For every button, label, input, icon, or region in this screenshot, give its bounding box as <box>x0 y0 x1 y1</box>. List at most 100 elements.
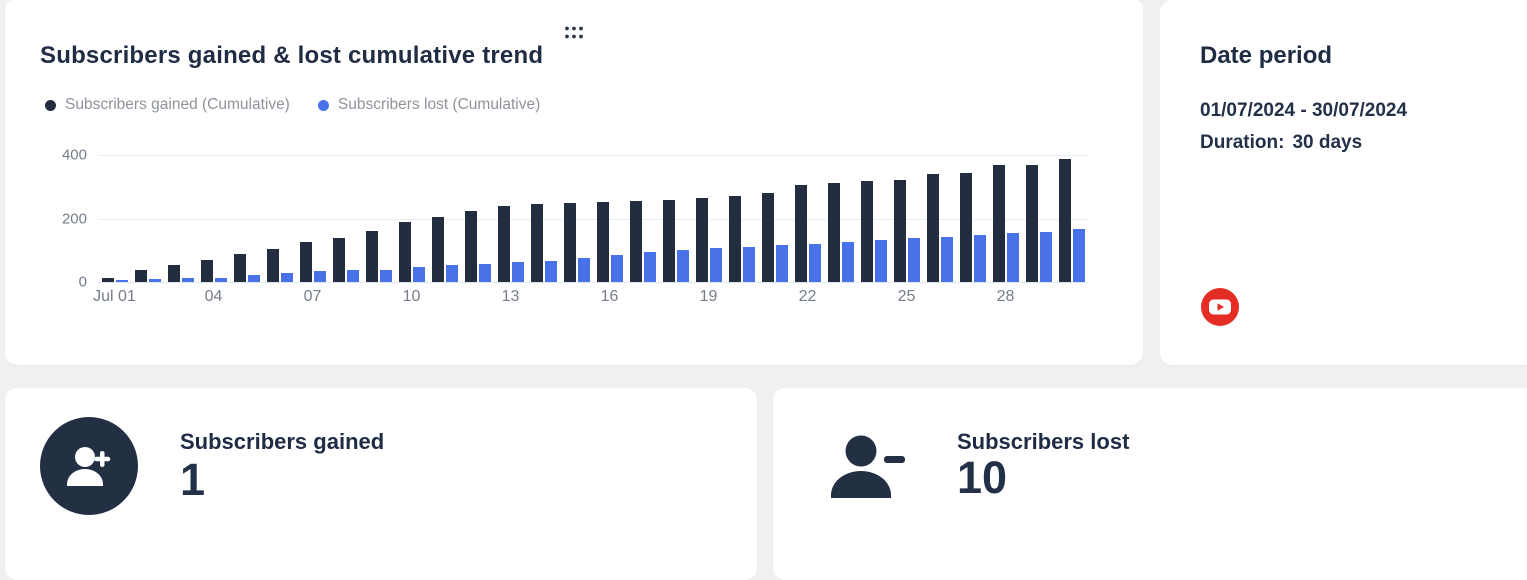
bar-lost-24 <box>874 240 887 282</box>
bar-group-jul-09 <box>362 155 395 282</box>
bar-group-jul-04 <box>197 155 230 282</box>
x-tick-label: 25 <box>897 288 916 305</box>
bar-gained-28 <box>992 165 1005 282</box>
bar-group-jul-17 <box>626 155 659 282</box>
bar-group-jul-23 <box>824 155 857 282</box>
y-tick-label: 400 <box>61 146 87 164</box>
bar-gained-30 <box>1058 159 1071 282</box>
bar-lost-18 <box>676 249 689 282</box>
bar-gained-23 <box>827 182 840 282</box>
bar-gained-29 <box>1025 164 1038 282</box>
bar-lost-15 <box>577 257 590 282</box>
bar-gained-14 <box>530 203 543 282</box>
dashboard-page: { "colors": { "page_bg": "#eef0f2", "car… <box>5 0 1527 580</box>
x-tick-label: 19 <box>699 288 718 305</box>
date-period-card: Date period 01/07/2024 - 30/07/2024 Dura… <box>1160 0 1527 365</box>
bar-group-jul-19 <box>692 155 725 282</box>
bar-gained-20 <box>728 196 741 282</box>
x-tick-label: Jul 01 <box>93 288 136 305</box>
bar-lost-9 <box>379 269 392 282</box>
bar-group-jul-11 <box>428 155 461 282</box>
bar-gained-27 <box>959 172 972 282</box>
bar-gained-16 <box>596 202 609 282</box>
y-tick-label: 200 <box>61 210 87 227</box>
legend-item-lost[interactable]: Subscribers lost (Cumulative) <box>317 96 541 114</box>
stat-card-lost: Subscribers lost 10 <box>773 388 1527 580</box>
bar-lost-21 <box>775 244 788 282</box>
bar-group-jul-06 <box>263 155 296 282</box>
date-range-text: 01/07/2024 - 30/07/2024 <box>1200 100 1408 121</box>
bar-group-jul-29 <box>1022 155 1055 282</box>
bar-gained-19 <box>695 198 708 282</box>
bar-lost-11 <box>445 265 458 282</box>
bar-group-jul-24 <box>857 155 890 282</box>
bar-lost-26 <box>940 237 953 282</box>
bar-lost-23 <box>841 241 854 282</box>
person-remove-icon <box>831 435 905 498</box>
date-duration-text: Duration: 30 days <box>1200 132 1362 154</box>
plot-area <box>98 155 1088 283</box>
bar-gained-26 <box>926 173 939 282</box>
bar-lost-1 <box>115 280 128 282</box>
bar-gained-6 <box>266 248 279 282</box>
bar-group-jul-18 <box>659 155 692 282</box>
x-tick-label: 10 <box>402 288 421 305</box>
bar-lost-25 <box>907 238 920 282</box>
bar-lost-16 <box>610 254 623 282</box>
bar-group-jul-01 <box>98 155 131 282</box>
bar-lost-14 <box>544 261 557 282</box>
bar-group-jul-14 <box>527 155 560 282</box>
legend-dot-gained-icon <box>45 99 56 111</box>
bar-lost-12 <box>478 263 491 282</box>
legend-label-gained: Subscribers gained (Cumulative) <box>65 96 290 113</box>
legend-dot-lost-icon <box>317 99 329 111</box>
stat-label-lost: Subscribers lost <box>957 429 1130 454</box>
bar-gained-24 <box>860 181 873 282</box>
bar-group-jul-26 <box>923 155 956 282</box>
stat-label-gained: Subscribers gained <box>180 429 385 454</box>
bar-lost-27 <box>973 235 986 282</box>
bar-lost-29 <box>1039 232 1052 282</box>
bar-lost-2 <box>148 278 161 282</box>
y-tick-label: 0 <box>78 273 87 291</box>
bar-lost-13 <box>511 262 524 282</box>
x-tick-label: 16 <box>600 288 619 305</box>
bar-lost-8 <box>346 270 359 282</box>
chart-card: Subscribers gained & lost cumulative tre… <box>5 0 1143 365</box>
bar-lost-10 <box>412 267 425 282</box>
bar-lost-5 <box>247 275 260 282</box>
bar-group-jul-03 <box>164 155 197 282</box>
x-axis-labels: Jul 01 04 07 10 13 16 19 22 25 28 <box>93 288 1088 310</box>
date-period-title: Date period <box>1200 42 1333 69</box>
bar-lost-6 <box>280 272 293 282</box>
legend-label-lost: Subscribers lost (Cumulative) <box>337 96 541 113</box>
bar-gained-12 <box>464 210 477 282</box>
bar-gained-8 <box>332 237 345 282</box>
bar-gained-22 <box>794 185 807 282</box>
bar-gained-11 <box>431 217 444 282</box>
bar-group-jul-07 <box>296 155 329 282</box>
bar-gained-1 <box>101 278 114 282</box>
stat-value-lost: 10 <box>957 452 1008 503</box>
stat-card-gained: Subscribers gained 1 <box>5 388 757 580</box>
y-axis-labels: 0 200 400 <box>33 147 87 291</box>
bar-lost-20 <box>742 246 755 282</box>
bar-group-jul-15 <box>560 155 593 282</box>
bar-lost-17 <box>643 251 656 282</box>
bar-gained-2 <box>134 269 147 282</box>
x-tick-label: 13 <box>501 288 520 305</box>
x-tick-label: 07 <box>303 288 322 305</box>
gridline-0 <box>98 282 1088 283</box>
bar-group-jul-28 <box>989 155 1022 282</box>
bar-group-jul-12 <box>461 155 494 282</box>
bar-group-jul-08 <box>329 155 362 282</box>
drag-handle-icon[interactable] <box>564 25 584 40</box>
bar-group-jul-30 <box>1055 155 1088 282</box>
bar-lost-28 <box>1006 233 1019 282</box>
bar-lost-22 <box>808 243 821 282</box>
bar-gained-25 <box>893 180 906 282</box>
youtube-icon[interactable] <box>1200 287 1240 327</box>
bar-gained-7 <box>299 242 312 282</box>
legend-item-gained[interactable]: Subscribers gained (Cumulative) <box>45 96 290 114</box>
bar-gained-4 <box>200 259 213 282</box>
